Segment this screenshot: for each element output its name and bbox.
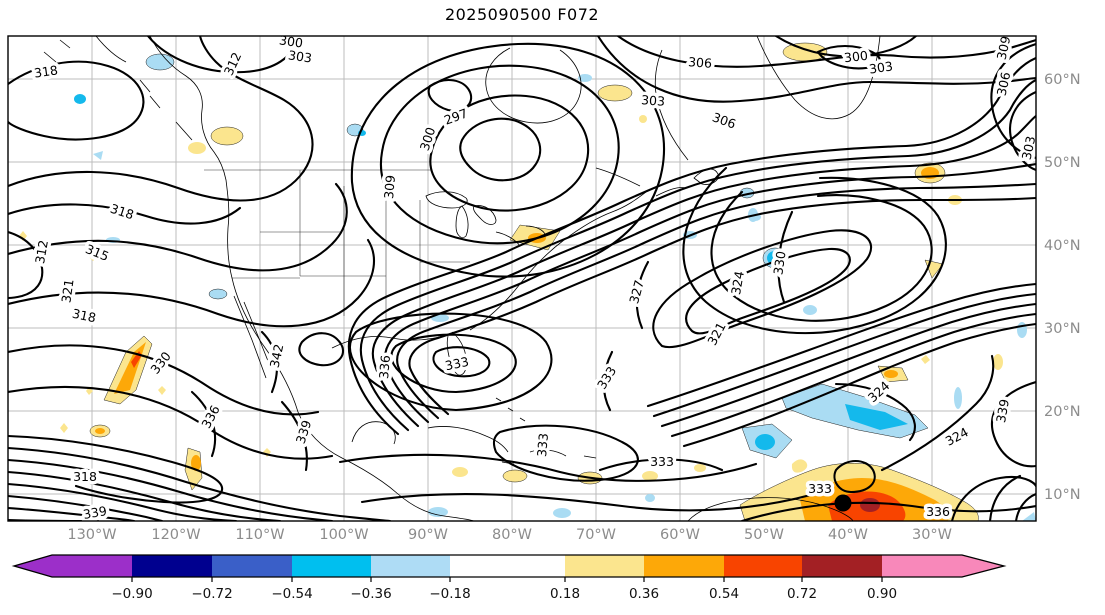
chart-title: 2025090500 F072	[444, 5, 600, 24]
longitude-axis-labels: 130°W 120°W 110°W 100°W 90°W 80°W 70°W 60°W 50°W…	[67, 527, 952, 543]
contour-label: 300	[843, 48, 868, 65]
lon-tick-label: 120°W	[151, 527, 200, 543]
lat-tick-label: 60°N	[1044, 72, 1081, 88]
contour-lines	[8, 36, 1036, 521]
contour-label: 306	[710, 109, 738, 131]
contour-label: 318	[71, 306, 98, 326]
contour-label: 336	[198, 403, 222, 431]
contour-label: 342	[267, 343, 287, 369]
lon-tick-label: 80°W	[492, 527, 532, 543]
contour-label: 336	[376, 354, 393, 379]
colorbar-tick-label: 0.90	[867, 586, 897, 602]
colorbar: −0.90 −0.72 −0.54 −0.36 −0.18 0.18 0.36 0.54 0.7…	[11, 554, 1007, 602]
contour-label: 318	[108, 201, 135, 223]
contour-label: 339	[82, 503, 108, 522]
contour-label: 309	[381, 174, 398, 199]
lat-tick-label: 10°N	[1044, 487, 1081, 503]
lat-tick-label: 30°N	[1044, 321, 1081, 337]
contour-label: 333	[808, 481, 832, 496]
lat-tick-label: 20°N	[1044, 404, 1081, 420]
contour-label: 333	[444, 354, 470, 374]
contour-label: 318	[73, 469, 97, 484]
contour-label: 303	[287, 47, 313, 65]
contour-label: 333	[594, 364, 619, 392]
colorbar-tick-label: −0.72	[191, 586, 232, 602]
lon-tick-label: 40°W	[828, 527, 868, 543]
contour-label: 336	[926, 504, 950, 519]
storm-marker	[834, 494, 852, 512]
political-borders	[204, 169, 470, 330]
contour-label: 312	[32, 239, 51, 265]
colorbar-tick-label: −0.36	[350, 586, 391, 602]
contour-label: 303	[868, 58, 894, 76]
lon-tick-label: 110°W	[235, 527, 284, 543]
lon-tick-label: 70°W	[576, 527, 616, 543]
contour-label: 306	[688, 54, 713, 71]
lat-tick-label: 40°N	[1044, 238, 1081, 254]
colorbar-tick-label: 0.72	[787, 586, 817, 602]
colorbar-tick-label: −0.54	[271, 586, 312, 602]
contour-label: 312	[221, 50, 245, 78]
contour-label: 330	[770, 250, 788, 276]
lon-tick-label: 100°W	[319, 527, 368, 543]
contour-label: 303	[641, 92, 666, 109]
lon-tick-label: 60°W	[660, 527, 700, 543]
contour-label: 330	[147, 349, 174, 377]
map-frame	[7, 35, 1037, 522]
contour-label: 327	[626, 278, 647, 305]
contour-label: 318	[33, 62, 59, 80]
contour-label: 339	[993, 398, 1012, 424]
shaded-anomaly-patches	[19, 42, 1036, 521]
grid-lines	[8, 36, 1036, 521]
colorbar-tick-label: 0.54	[709, 586, 739, 602]
latitude-axis-labels: 60°N 50°N 40°N 30°N 20°N 10°N	[1044, 72, 1081, 503]
contour-label: 324	[943, 424, 971, 448]
contour-label: 324	[728, 270, 747, 296]
lon-tick-label: 90°W	[408, 527, 448, 543]
lon-tick-label: 50°W	[744, 527, 784, 543]
contour-label: 333	[534, 432, 551, 457]
lat-tick-label: 50°N	[1044, 155, 1081, 171]
lon-tick-label: 30°W	[912, 527, 952, 543]
colorbar-tick-label: −0.18	[429, 586, 470, 602]
colorbar-tick-label: 0.18	[550, 586, 580, 602]
contour-label: 333	[650, 454, 674, 469]
lon-tick-label: 130°W	[67, 527, 116, 543]
contour-label: 300	[417, 125, 439, 152]
contour-label: 321	[58, 278, 76, 304]
colorbar-tick-label: −0.90	[111, 586, 152, 602]
colorbar-tick-label: 0.36	[629, 586, 659, 602]
